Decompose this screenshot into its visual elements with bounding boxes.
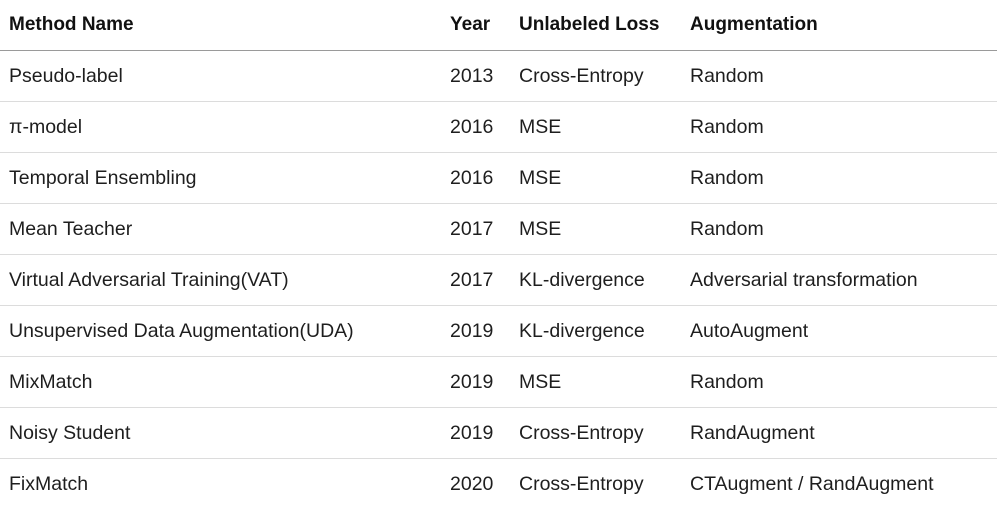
cell-method-name: Mean Teacher xyxy=(0,204,441,255)
header-year: Year xyxy=(441,0,510,51)
cell-unlabeled-loss: MSE xyxy=(510,102,681,153)
cell-method-name: Unsupervised Data Augmentation(UDA) xyxy=(0,306,441,357)
cell-year: 2019 xyxy=(441,357,510,408)
cell-unlabeled-loss: Cross-Entropy xyxy=(510,408,681,459)
cell-year: 2020 xyxy=(441,459,510,509)
cell-method-name: Virtual Adversarial Training(VAT) xyxy=(0,255,441,306)
header-unlabeled-loss: Unlabeled Loss xyxy=(510,0,681,51)
cell-augmentation: Random xyxy=(681,51,997,102)
cell-augmentation: Random xyxy=(681,204,997,255)
cell-augmentation: Random xyxy=(681,153,997,204)
cell-year: 2017 xyxy=(441,204,510,255)
cell-unlabeled-loss: KL-divergence xyxy=(510,306,681,357)
table-row: Virtual Adversarial Training(VAT) 2017 K… xyxy=(0,255,997,306)
cell-augmentation: Adversarial transformation xyxy=(681,255,997,306)
cell-unlabeled-loss: Cross-Entropy xyxy=(510,51,681,102)
cell-method-name: Pseudo-label xyxy=(0,51,441,102)
header-row: Method Name Year Unlabeled Loss Augmenta… xyxy=(0,0,997,51)
cell-unlabeled-loss: MSE xyxy=(510,204,681,255)
cell-unlabeled-loss: MSE xyxy=(510,153,681,204)
cell-augmentation: Random xyxy=(681,102,997,153)
cell-augmentation: RandAugment xyxy=(681,408,997,459)
table-row: FixMatch 2020 Cross-Entropy CTAugment / … xyxy=(0,459,997,509)
table-row: π-model 2016 MSE Random xyxy=(0,102,997,153)
table-row: Unsupervised Data Augmentation(UDA) 2019… xyxy=(0,306,997,357)
table-row: Noisy Student 2019 Cross-Entropy RandAug… xyxy=(0,408,997,459)
cell-method-name: π-model xyxy=(0,102,441,153)
table-row: Mean Teacher 2017 MSE Random xyxy=(0,204,997,255)
cell-year: 2016 xyxy=(441,102,510,153)
table-body: Pseudo-label 2013 Cross-Entropy Random π… xyxy=(0,51,997,509)
table-row: MixMatch 2019 MSE Random xyxy=(0,357,997,408)
header-augmentation: Augmentation xyxy=(681,0,997,51)
cell-augmentation: CTAugment / RandAugment xyxy=(681,459,997,509)
cell-augmentation: AutoAugment xyxy=(681,306,997,357)
header-method-name: Method Name xyxy=(0,0,441,51)
cell-method-name: Temporal Ensembling xyxy=(0,153,441,204)
cell-method-name: MixMatch xyxy=(0,357,441,408)
cell-unlabeled-loss: KL-divergence xyxy=(510,255,681,306)
table-header: Method Name Year Unlabeled Loss Augmenta… xyxy=(0,0,997,51)
cell-method-name: Noisy Student xyxy=(0,408,441,459)
cell-method-name: FixMatch xyxy=(0,459,441,509)
cell-unlabeled-loss: MSE xyxy=(510,357,681,408)
cell-unlabeled-loss: Cross-Entropy xyxy=(510,459,681,509)
cell-year: 2019 xyxy=(441,306,510,357)
cell-year: 2017 xyxy=(441,255,510,306)
cell-year: 2013 xyxy=(441,51,510,102)
table-row: Pseudo-label 2013 Cross-Entropy Random xyxy=(0,51,997,102)
cell-augmentation: Random xyxy=(681,357,997,408)
table-row: Temporal Ensembling 2016 MSE Random xyxy=(0,153,997,204)
cell-year: 2016 xyxy=(441,153,510,204)
cell-year: 2019 xyxy=(441,408,510,459)
